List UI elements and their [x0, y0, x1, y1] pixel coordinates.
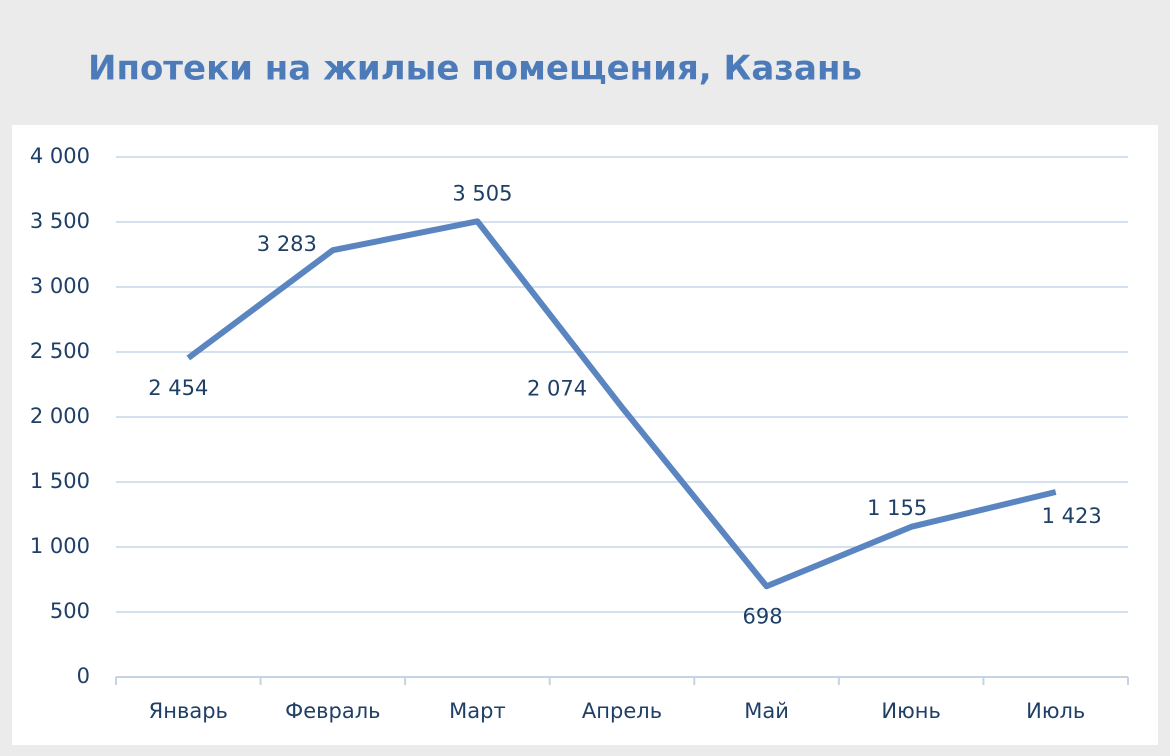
line — [186, 218, 1057, 590]
y-tick-label: 1 000 — [30, 534, 90, 558]
x-tick-label: Март — [449, 699, 506, 723]
x-tick-label: Январь — [149, 699, 228, 723]
y-tick-label: 2 000 — [30, 404, 90, 428]
y-tick-label: 4 000 — [30, 144, 90, 168]
data-label: 1 423 — [1042, 504, 1102, 528]
x-tick-label: Апрель — [582, 699, 662, 723]
x-tick-label: Июнь — [881, 699, 941, 723]
y-tick-label: 0 — [77, 664, 90, 688]
data-label: 2 074 — [527, 376, 587, 400]
x-tick-label: Февраль — [285, 699, 380, 723]
chart-panel — [12, 125, 1158, 745]
x-tick-label: Июль — [1026, 699, 1085, 723]
data-label: 698 — [743, 604, 783, 628]
data-label: 1 155 — [867, 496, 927, 520]
y-tick-label: 3 500 — [30, 209, 90, 233]
x-tick-label: Май — [744, 699, 789, 723]
y-tick-label: 2 500 — [30, 339, 90, 363]
y-tick-label: 1 500 — [30, 469, 90, 493]
data-label: 2 454 — [148, 376, 208, 400]
y-tick-label: 500 — [50, 599, 90, 623]
data-label: 3 505 — [452, 181, 512, 205]
data-label: 3 283 — [257, 232, 317, 256]
chart-title: Ипотеки на жилые помещения, Казань — [88, 49, 862, 89]
y-tick-label: 3 000 — [30, 274, 90, 298]
